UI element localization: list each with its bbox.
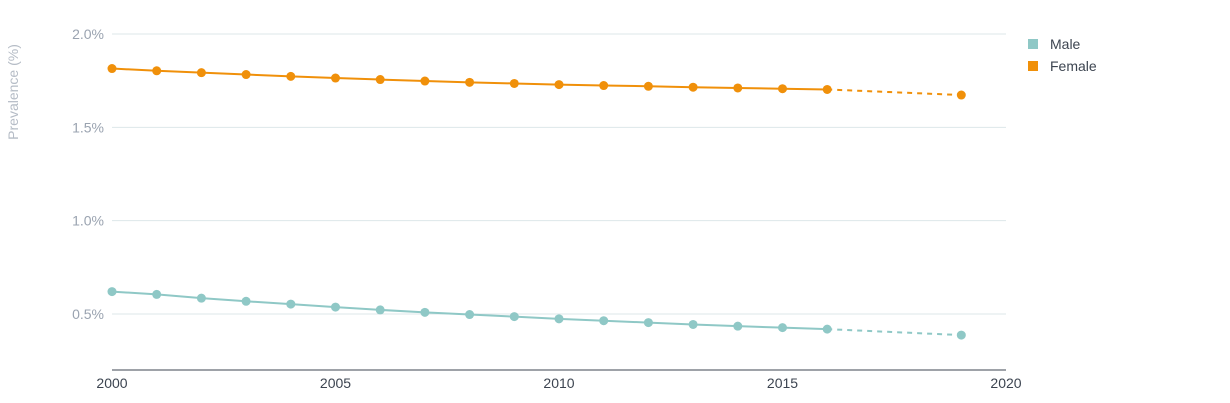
data-point-female[interactable] xyxy=(375,75,385,85)
data-point-male[interactable] xyxy=(107,287,117,297)
data-point-male[interactable] xyxy=(778,323,787,333)
series-layer xyxy=(107,64,966,340)
y-tick-labels: 0.5% 1.0% 1.5% 2.0% xyxy=(72,26,104,322)
legend: Male Female xyxy=(1028,33,1097,77)
data-point-male[interactable] xyxy=(420,307,430,317)
x-tick-label: 2005 xyxy=(320,375,351,391)
data-point-female[interactable] xyxy=(643,81,653,91)
legend-label-male: Male xyxy=(1050,36,1081,52)
data-point-female[interactable] xyxy=(554,80,564,90)
legend-label-female: Female xyxy=(1050,58,1097,74)
data-point-female[interactable] xyxy=(420,76,430,86)
series-male xyxy=(107,287,966,340)
data-point-male[interactable] xyxy=(196,293,206,303)
data-point-female[interactable] xyxy=(599,81,609,91)
y-tick-label: 0.5% xyxy=(72,306,104,322)
legend-item-male[interactable]: Male xyxy=(1028,33,1097,55)
x-tick-label: 2010 xyxy=(543,375,574,391)
data-point-female[interactable] xyxy=(331,73,340,83)
legend-swatch-female xyxy=(1028,61,1038,71)
x-tick-label: 2015 xyxy=(767,375,798,391)
series-female xyxy=(107,64,966,100)
y-tick-label: 1.5% xyxy=(72,119,104,135)
y-tick-label: 2.0% xyxy=(72,26,104,42)
data-point-male[interactable] xyxy=(152,289,162,299)
y-tick-label: 1.0% xyxy=(72,213,104,229)
data-point-female[interactable] xyxy=(196,68,206,78)
data-point-male[interactable] xyxy=(554,314,564,324)
projection-point-male[interactable] xyxy=(956,330,966,340)
data-point-female[interactable] xyxy=(778,84,787,94)
data-point-female[interactable] xyxy=(509,78,519,88)
data-point-male[interactable] xyxy=(643,318,653,328)
gridlines xyxy=(112,33,1006,315)
legend-swatch-male xyxy=(1028,39,1038,49)
data-point-male[interactable] xyxy=(375,305,385,315)
projection-line-female xyxy=(827,88,962,97)
data-point-male[interactable] xyxy=(465,310,475,320)
data-point-female[interactable] xyxy=(107,64,117,74)
data-point-male[interactable] xyxy=(688,319,698,329)
data-point-female[interactable] xyxy=(286,71,296,81)
x-tick-label: 2020 xyxy=(990,375,1021,391)
data-point-male[interactable] xyxy=(599,316,609,326)
data-point-female[interactable] xyxy=(241,70,251,80)
data-point-female[interactable] xyxy=(465,77,475,87)
data-point-female[interactable] xyxy=(688,82,698,92)
projection-point-female[interactable] xyxy=(956,90,966,100)
x-tick-label: 2000 xyxy=(96,375,127,391)
data-point-male[interactable] xyxy=(331,302,340,312)
data-point-male[interactable] xyxy=(286,299,296,309)
data-point-male[interactable] xyxy=(822,324,832,334)
x-tick-labels: 2000 2005 2010 2015 2020 xyxy=(96,375,1021,391)
data-point-female[interactable] xyxy=(822,84,832,94)
data-point-female[interactable] xyxy=(733,83,743,93)
legend-item-female[interactable]: Female xyxy=(1028,55,1097,77)
y-axis-label: Prevalence (%) xyxy=(5,44,21,140)
data-point-female[interactable] xyxy=(152,66,162,76)
data-point-male[interactable] xyxy=(733,321,743,331)
data-point-male[interactable] xyxy=(241,296,251,306)
projection-line-male xyxy=(827,328,962,337)
data-point-male[interactable] xyxy=(509,312,519,322)
